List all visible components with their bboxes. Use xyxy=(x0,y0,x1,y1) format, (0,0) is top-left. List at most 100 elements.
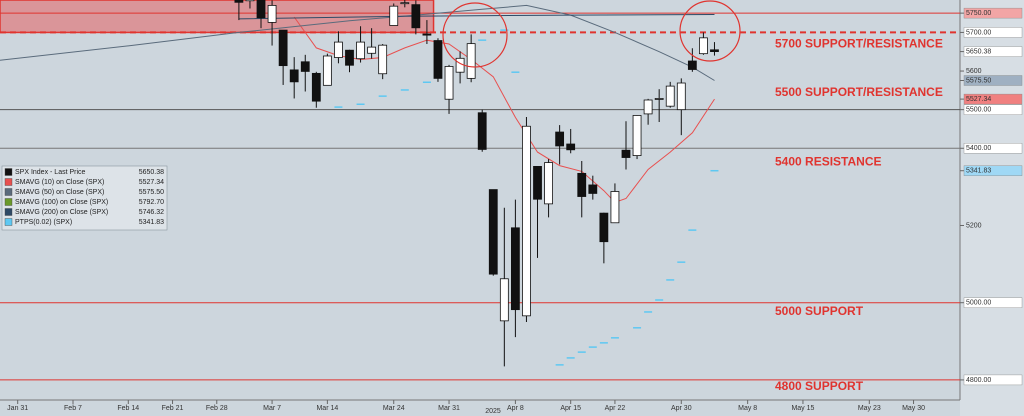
legend-value: 5575.50 xyxy=(139,189,164,196)
candle-body xyxy=(632,115,642,156)
candle-body xyxy=(676,82,686,111)
candle-body xyxy=(466,43,476,79)
y-tick-badge xyxy=(963,93,1023,105)
y-tick-label: 5500.00 xyxy=(966,106,991,113)
year-label: 2025 xyxy=(485,408,501,415)
legend-swatch xyxy=(4,198,13,206)
candle-body xyxy=(522,125,531,317)
candle-body xyxy=(588,184,598,194)
candle-body xyxy=(477,112,487,150)
y-tick-badge xyxy=(963,104,1023,115)
y-tick-label: 5527.34 xyxy=(966,96,991,103)
y-tick-badge xyxy=(963,75,1023,86)
candle-body xyxy=(610,191,620,224)
y-tick-label: 5650.38 xyxy=(966,48,991,55)
legend-label: PTPS(0.02) (SPX) xyxy=(15,219,72,226)
legend-swatch xyxy=(4,208,13,216)
candle-body xyxy=(499,278,509,322)
candle-body xyxy=(433,40,443,79)
y-tick-label: 5600 xyxy=(966,68,982,75)
moving-average xyxy=(0,4,715,81)
y-tick-badge xyxy=(963,27,1023,38)
x-tick-label: Mar 24 xyxy=(383,405,405,412)
candle-body xyxy=(356,41,365,60)
candle-body xyxy=(566,143,576,151)
candle-body xyxy=(278,29,288,67)
level-annotation: 4800 SUPPORT xyxy=(775,379,864,393)
candle-body xyxy=(710,49,719,52)
candle-body xyxy=(621,149,631,158)
candle-body xyxy=(422,33,432,36)
legend-label: SMAVG (50) on Close (SPX) xyxy=(15,189,104,196)
legend-value: 5527.34 xyxy=(139,179,164,186)
x-tick-label: May 15 xyxy=(791,405,814,412)
candle-body xyxy=(510,227,520,311)
candle-body xyxy=(300,61,310,72)
legend-label: SMAVG (200) on Close (SPX) xyxy=(15,209,108,216)
x-tick-label: Feb 28 xyxy=(206,405,228,412)
candle-body xyxy=(367,46,377,54)
y-tick-badge xyxy=(963,7,1023,19)
level-annotation: 5500 SUPPORT/RESISTANCE xyxy=(775,85,943,99)
candle-body xyxy=(322,55,332,86)
legend-swatch xyxy=(4,168,13,176)
x-tick-label: Apr 15 xyxy=(560,405,581,412)
moving-average xyxy=(238,14,715,20)
candle-body xyxy=(245,0,255,2)
candle-body xyxy=(654,98,664,100)
candle-body xyxy=(687,60,697,70)
highlight-circle xyxy=(679,0,741,62)
legend-label: SMAVG (10) on Close (SPX) xyxy=(15,179,104,186)
legend-value: 5650.38 xyxy=(139,169,164,176)
candle-body xyxy=(699,37,708,55)
x-tick-label: May 8 xyxy=(738,405,757,412)
level-annotation: 5700 SUPPORT/RESISTANCE xyxy=(775,37,943,51)
axis-background xyxy=(960,0,1024,416)
y-tick-label: 5200 xyxy=(966,222,982,229)
y-tick-badge xyxy=(963,297,1023,308)
x-tick-label: Mar 7 xyxy=(263,405,281,412)
candle-body xyxy=(389,5,399,26)
candle-body xyxy=(643,99,653,115)
legend-value: 5341.83 xyxy=(139,219,164,226)
y-tick-badge xyxy=(963,374,1023,386)
y-tick-badge xyxy=(963,46,1023,57)
x-tick-label: Feb 14 xyxy=(117,405,139,412)
candle-body xyxy=(555,131,565,147)
resistance-zone xyxy=(0,0,435,34)
legend-swatch xyxy=(4,218,13,226)
candle-body xyxy=(533,166,542,200)
candle-body xyxy=(400,2,410,5)
candle-body xyxy=(311,72,321,102)
y-tick-label: 5400.00 xyxy=(966,145,991,152)
y-tick-badge xyxy=(963,143,1023,154)
x-tick-label: Apr 30 xyxy=(671,405,692,412)
candle-body xyxy=(334,41,343,58)
candle-body xyxy=(599,212,609,243)
level-annotation: 5400 RESISTANCE xyxy=(775,154,881,168)
candle-body xyxy=(378,44,388,75)
candle-body xyxy=(234,0,244,3)
candle-body xyxy=(289,69,299,83)
legend-label: SMAVG (100) on Close (SPX) xyxy=(15,199,108,206)
y-tick-label: 5750.00 xyxy=(966,10,991,17)
x-tick-label: Feb 21 xyxy=(162,405,184,412)
y-tick-label: 5700.00 xyxy=(966,29,991,36)
candle-body xyxy=(411,4,421,29)
candle-body xyxy=(345,49,354,66)
x-tick-label: Jan 31 xyxy=(7,405,28,412)
legend-swatch xyxy=(4,178,13,186)
candle-body xyxy=(488,189,498,275)
x-tick-label: May 30 xyxy=(902,405,925,412)
candle-body xyxy=(256,0,266,19)
highlight-circle xyxy=(442,2,508,68)
plot xyxy=(0,0,960,381)
x-tick-label: Apr 8 xyxy=(507,405,524,412)
legend-value: 5792.70 xyxy=(139,199,164,206)
legend: SPX Index - Last Price 5650.38 SMAVG (10) … xyxy=(1,165,168,231)
x-tick-label: Mar 14 xyxy=(316,405,338,412)
x-tick-label: Feb 7 xyxy=(64,405,82,412)
legend-label: SPX Index - Last Price xyxy=(15,169,86,176)
